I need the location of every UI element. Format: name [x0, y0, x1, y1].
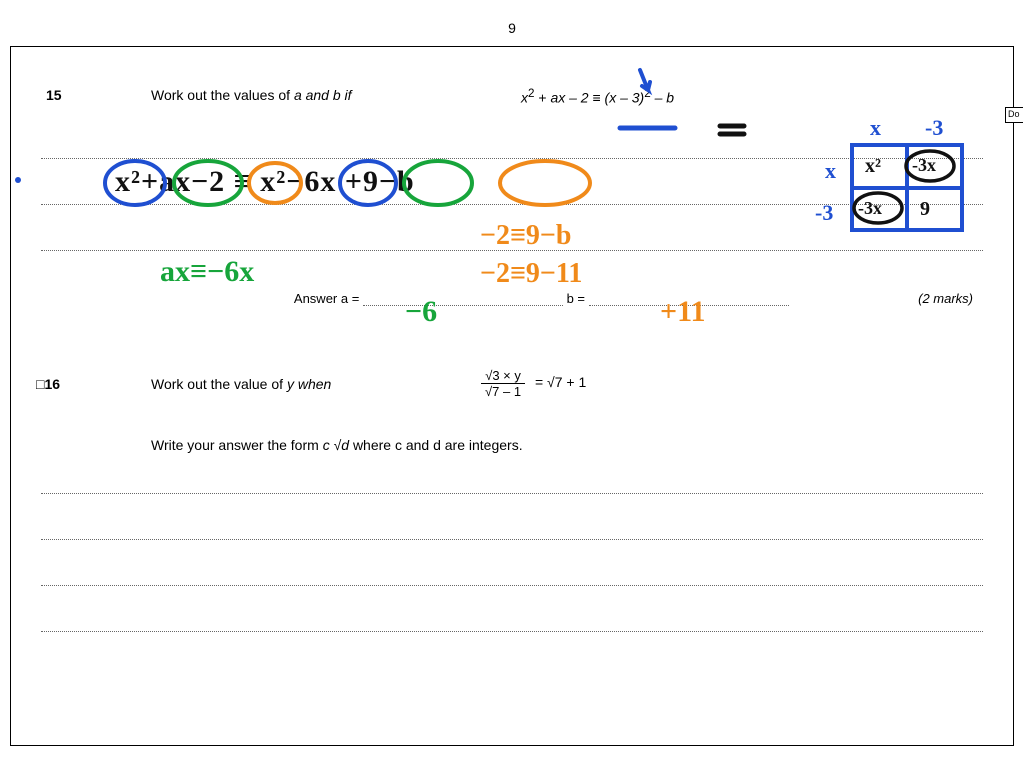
q15-equation: x2 + ax – 2 ≡ (x – 3)2 – b	[521, 87, 674, 106]
dotted-line	[41, 631, 983, 632]
q16-inst-c: where c and d are integers.	[353, 437, 523, 453]
eq-ax: ax – 2 ≡ (x – 3)	[550, 90, 644, 106]
answer-b-label: b =	[567, 291, 585, 306]
q15-prompt-text: Work out the values of	[151, 87, 294, 103]
margin-tab: Do	[1005, 107, 1023, 123]
frac-den: √7 – 1	[481, 384, 525, 399]
q15-num: 15	[46, 87, 62, 103]
q16-num: □16	[36, 376, 60, 392]
q16-var-y: y when	[287, 376, 331, 392]
q15-prompt: Work out the values of a and b if	[151, 87, 352, 103]
q16-instruction: Write your answer the form c √d where c …	[11, 437, 1013, 453]
q16-inst-a: Write your answer the form	[151, 437, 323, 453]
question-16: □16 Work out the value of y when √3 × y …	[11, 376, 1013, 392]
eq-mid: +	[534, 90, 550, 106]
question-15: 15 Work out the values of a and b if x2 …	[11, 87, 1013, 103]
eq-end: – b	[651, 90, 674, 106]
answer-a-label: Answer a =	[294, 291, 359, 306]
q15-answer-line: Answer a = b = (2 marks)	[41, 291, 983, 306]
q15-marks: (2 marks)	[918, 291, 973, 306]
q16-prompt: Work out the value of y when	[151, 376, 331, 392]
q16-equation: √3 × y √7 – 1 = √7 + 1	[481, 368, 586, 399]
q16-inst-b: c √d	[323, 437, 349, 453]
q15-vars: a and b if	[294, 87, 352, 103]
worksheet-frame: Do 15 Work out the values of a and b if …	[10, 46, 1014, 746]
page-number: 9	[0, 0, 1024, 46]
frac-num: √3 × y	[481, 368, 525, 384]
eq-x: x	[521, 90, 528, 106]
q16-prompt-text: Work out the value of	[151, 376, 287, 392]
q16-rhs: = √7 + 1	[535, 374, 586, 390]
